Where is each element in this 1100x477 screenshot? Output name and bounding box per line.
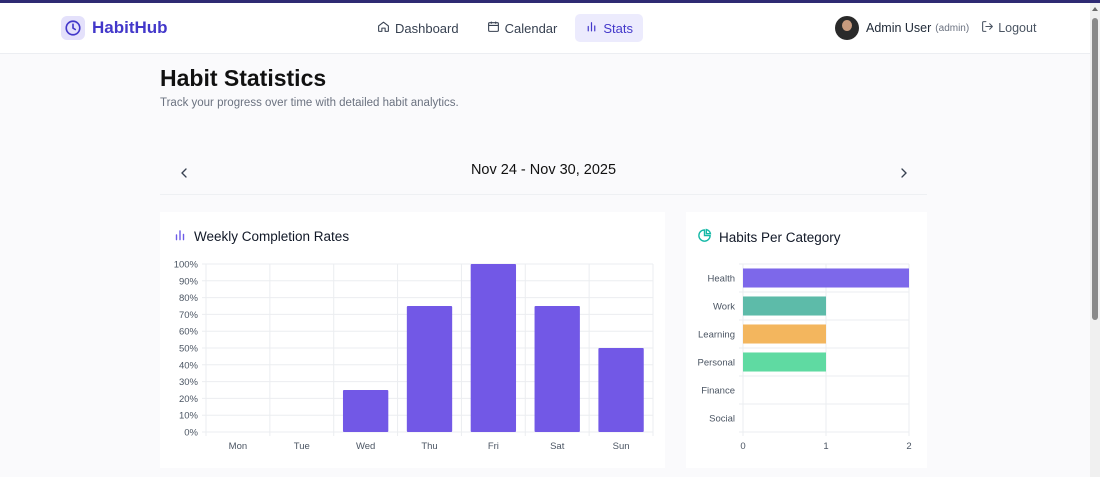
y-tick-label: Personal [698, 358, 736, 369]
weekly-completion-chart: 0% 10% 20% 30% 40% 50% 60% 70% 80% 90% 100% Mon Tue W… [174, 260, 654, 452]
scroll-thumb[interactable] [1092, 18, 1098, 320]
bar-health [743, 268, 909, 288]
page-subtitle: Track your progress over time with detai… [160, 97, 459, 109]
y-tick-label: Work [713, 302, 735, 313]
calendar-icon [487, 20, 500, 36]
habits-per-category-chart: 0 1 2 Health Work Learning Personal Finance Soci… [698, 263, 912, 452]
user-role: (admin) [935, 22, 970, 34]
bar-fri [470, 264, 517, 432]
x-tick-label: Sun [613, 441, 630, 452]
page-title: Habit Statistics [160, 65, 327, 91]
y-tick-label: 100% [174, 260, 199, 271]
y-tick-label: 80% [179, 293, 199, 304]
home-icon [377, 20, 390, 36]
weekly-card-title: Weekly Completion Rates [194, 229, 350, 244]
bar-thu [406, 306, 453, 432]
week-navigator: Nov 24 - Nov 30, 2025 [160, 152, 927, 195]
clock-icon [61, 16, 85, 40]
habits-per-category-card: Habits Per Category 0 1 2 Health Work Learnin… [686, 212, 927, 468]
bar-wed [342, 390, 389, 432]
y-tick-label: 10% [179, 411, 199, 422]
x-tick-label: Wed [356, 441, 375, 452]
chevron-right-icon [896, 168, 912, 185]
avatar[interactable] [835, 16, 859, 40]
brand[interactable]: HabitHub [61, 16, 168, 40]
x-tick-label: Fri [488, 441, 499, 452]
nav-dashboard[interactable]: Dashboard [367, 14, 469, 42]
x-tick-label: Tue [294, 441, 310, 452]
y-tick-label: Social [709, 414, 735, 425]
user-name: Admin User [866, 21, 932, 35]
week-range-label: Nov 24 - Nov 30, 2025 [470, 162, 617, 178]
pie-chart-icon [697, 228, 712, 246]
nav-calendar-label: Calendar [504, 20, 558, 36]
logout-label: Logout [998, 21, 1037, 35]
bar-sat [534, 306, 580, 432]
x-tick-label: 2 [906, 441, 911, 452]
bar-personal [743, 352, 826, 372]
x-tick-label: Mon [229, 441, 247, 452]
x-tick-label: 1 [823, 441, 828, 452]
bar-sun [598, 348, 644, 432]
y-tick-label: 90% [179, 276, 199, 287]
y-tick-label: Health [708, 274, 735, 285]
logout-icon [981, 20, 994, 36]
nav-stats[interactable]: Stats [575, 14, 643, 42]
nav-dashboard-label: Dashboard [395, 20, 459, 36]
prev-week-button[interactable] [176, 165, 192, 181]
y-tick-label: 70% [179, 310, 199, 321]
brand-name: HabitHub [92, 18, 168, 37]
nav-calendar[interactable]: Calendar [477, 14, 568, 42]
y-tick-label: 20% [179, 394, 199, 405]
chevron-left-icon [176, 168, 192, 185]
bar-chart-icon [173, 228, 187, 245]
top-navbar: HabitHub Dashboard Calendar [0, 3, 1090, 54]
user-menu: Admin User (admin) Logout [835, 16, 1036, 40]
top-accent-line [0, 0, 1100, 3]
bar-learning [743, 324, 826, 344]
y-tick-label: 60% [179, 327, 199, 338]
y-tick-label: 50% [179, 344, 199, 355]
category-card-header: Habits Per Category [697, 228, 841, 246]
next-week-button[interactable] [896, 165, 912, 181]
scroll-up-arrow-icon[interactable] [1092, 7, 1098, 11]
y-tick-label: 40% [179, 360, 199, 371]
y-tick-label: Finance [701, 386, 735, 397]
nav-stats-label: Stats [603, 20, 633, 36]
weekly-completion-card: Weekly Completion Rates 0% 10% 20% 30% 40% 50… [160, 212, 665, 468]
x-tick-label: Sat [550, 441, 565, 452]
logout-button[interactable]: Logout [981, 20, 1036, 36]
nav-links: Dashboard Calendar Stats [367, 14, 643, 42]
bar-work [743, 296, 826, 316]
category-card-title: Habits Per Category [719, 229, 841, 245]
y-tick-label: Learning [698, 330, 735, 341]
y-tick-label: 0% [184, 428, 198, 439]
vertical-scrollbar[interactable] [1090, 3, 1100, 477]
x-tick-label: Thu [421, 441, 437, 452]
weekly-card-header: Weekly Completion Rates [173, 228, 349, 245]
bar-chart-icon [585, 20, 598, 36]
y-tick-label: 30% [179, 377, 199, 388]
x-tick-label: 0 [740, 441, 745, 452]
